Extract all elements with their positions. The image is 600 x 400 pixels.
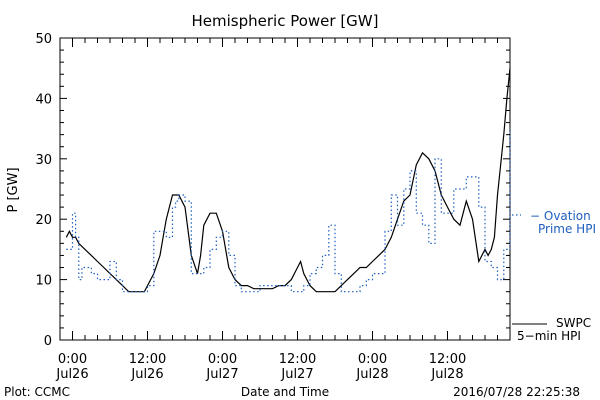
- x-tick-time-label: 0:00: [208, 352, 237, 367]
- legend-label-swpc-line1: SWPC: [556, 316, 591, 330]
- x-tick-time-label: 12:00: [279, 352, 316, 367]
- series-layer: [65, 68, 511, 293]
- legend-label-swpc-line2: 5−min HPI: [517, 329, 581, 343]
- y-axis-label: P [GW]: [6, 167, 21, 212]
- plot-timestamp: 2016/07/28 22:25:38: [453, 385, 580, 399]
- y-tick-label: 50: [35, 32, 52, 47]
- y-tick-label: 10: [35, 274, 52, 289]
- y-tick-label: 20: [35, 213, 52, 228]
- series-line-ovation: [66, 128, 511, 293]
- plot-credit: Plot: CCMC: [4, 385, 70, 399]
- x-tick-time-label: 12:00: [429, 352, 466, 367]
- x-tick-time-label: 12:00: [129, 352, 166, 367]
- x-tick-day-label: Jul27: [205, 367, 238, 382]
- x-tick-time-label: 0:00: [358, 352, 387, 367]
- y-tick-label: 0: [44, 334, 52, 349]
- x-tick-day-label: Jul27: [280, 367, 313, 382]
- y-tick-label: 30: [35, 153, 52, 168]
- axis-ticks: 010203040500:00Jul2612:00Jul260:00Jul271…: [35, 32, 510, 382]
- x-tick-day-label: Jul26: [55, 367, 88, 382]
- x-tick-day-label: Jul26: [130, 367, 163, 382]
- legend-label-ovation-line1: − Ovation: [530, 209, 591, 223]
- x-axis-label: Date and Time: [241, 385, 329, 399]
- legend-label-ovation-line2: Prime HPI: [538, 222, 596, 236]
- x-tick-day-label: Jul28: [430, 367, 463, 382]
- series-line-swpc: [65, 68, 511, 293]
- y-tick-label: 40: [35, 92, 52, 107]
- chart-title: Hemispheric Power [GW]: [192, 12, 379, 30]
- x-tick-day-label: Jul28: [355, 367, 388, 382]
- plot-frame: [59, 37, 511, 341]
- x-tick-time-label: 0:00: [58, 352, 87, 367]
